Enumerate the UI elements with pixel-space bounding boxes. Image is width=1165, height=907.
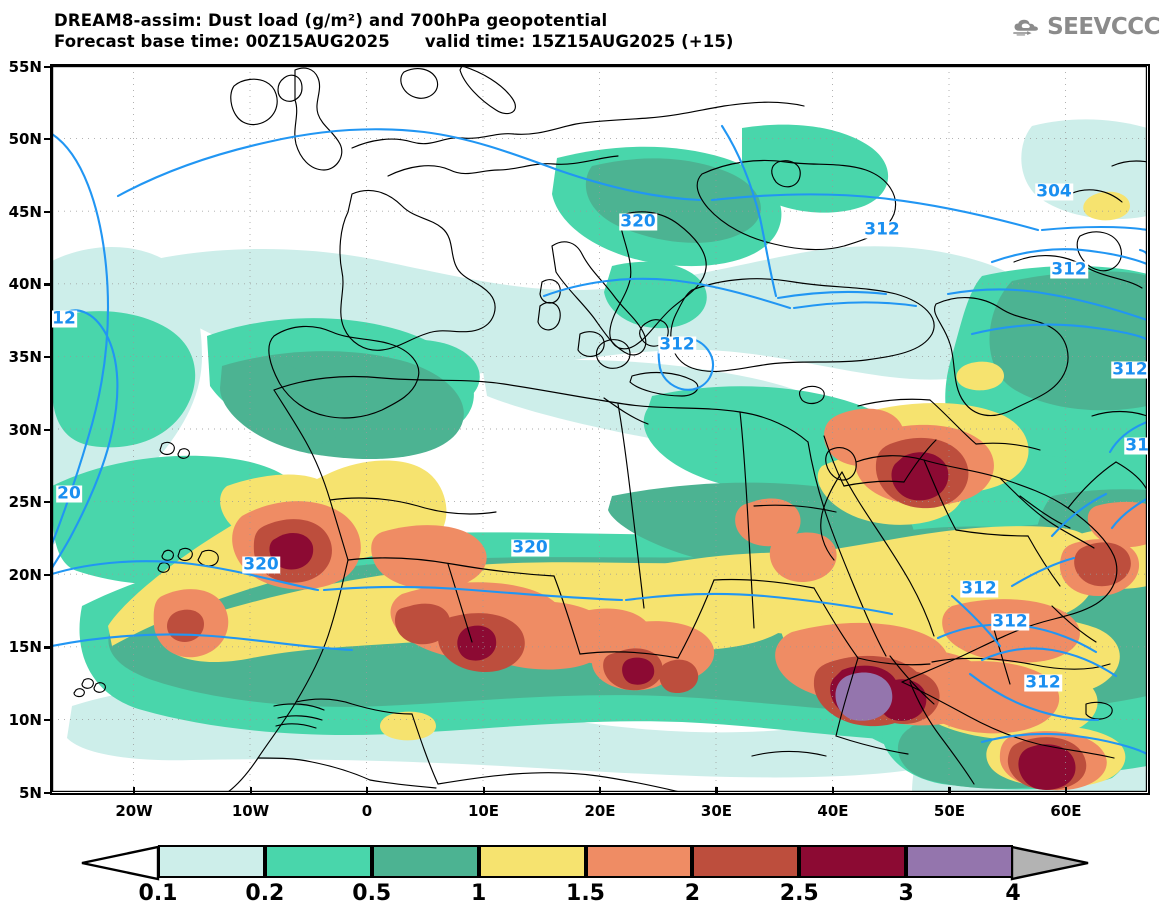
x-tick-mark bbox=[831, 787, 835, 795]
colorbar-segment bbox=[264, 845, 372, 878]
colorbar-segment bbox=[585, 845, 693, 878]
contour-label: 312 bbox=[960, 578, 998, 599]
colorbar-under-arrow bbox=[81, 845, 160, 881]
y-tick-mark bbox=[44, 210, 52, 214]
contour-label: 304 bbox=[1035, 181, 1073, 202]
contour-label: 312 bbox=[658, 334, 696, 355]
figure-title-block: DREAM8-assim: Dust load (g/m²) and 700hP… bbox=[54, 10, 734, 52]
y-tick-mark bbox=[44, 65, 52, 68]
contour-label: 20 bbox=[56, 483, 82, 504]
figure-title-line-2: Forecast base time: 00Z15AUG2025 valid t… bbox=[54, 32, 734, 51]
contour-label: 320 bbox=[619, 211, 657, 232]
y-tick-mark bbox=[44, 573, 52, 577]
colorbar-tick-label: 1.5 bbox=[566, 881, 605, 906]
colorbar-segment bbox=[799, 845, 907, 878]
x-tick-mark bbox=[1064, 787, 1068, 795]
y-tick-label: 20N bbox=[8, 565, 42, 584]
y-tick-label: 45N bbox=[8, 202, 42, 221]
x-tick-mark bbox=[133, 787, 136, 795]
x-tick-label: 0 bbox=[361, 802, 373, 820]
y-tick-label: 30N bbox=[8, 420, 42, 439]
contour-label: 312 bbox=[1050, 259, 1088, 280]
x-tick-label: 10W bbox=[231, 802, 270, 820]
y-tick-label: 10N bbox=[8, 710, 42, 729]
y-tick-label: 25N bbox=[8, 493, 42, 512]
contour-label: 312 bbox=[1111, 359, 1148, 380]
colorbar-tick-label: 0.2 bbox=[245, 881, 285, 906]
contour-label: 312 bbox=[991, 611, 1029, 632]
y-tick-mark bbox=[44, 355, 52, 359]
x-tick-mark bbox=[482, 787, 485, 795]
y-tick-mark bbox=[44, 501, 52, 504]
contour-label: 312 bbox=[863, 219, 901, 240]
y-tick-mark bbox=[44, 428, 52, 431]
contour-label: 320 bbox=[242, 554, 280, 575]
x-tick-label: 40E bbox=[817, 802, 849, 820]
colorbar-tick-label: 0.1 bbox=[138, 881, 178, 906]
colorbar-segment bbox=[158, 845, 265, 878]
colorbar: 0.1 0.2 0.5 1 1.5 2 2.5 3 4 bbox=[81, 845, 1089, 906]
x-tick-label: 20W bbox=[115, 802, 153, 820]
x-tick-mark bbox=[599, 787, 602, 795]
map-canvas bbox=[52, 66, 1147, 792]
colorbar-tick-label: 2 bbox=[684, 881, 701, 906]
logo-text: SEEVCCC bbox=[1047, 14, 1160, 40]
y-tick-mark bbox=[44, 718, 52, 722]
x-tick-label: 10E bbox=[467, 802, 500, 820]
contour-label: 12 bbox=[52, 308, 77, 329]
contour-label: 320 bbox=[511, 537, 549, 558]
y-tick-mark bbox=[44, 138, 52, 141]
map-coastlines bbox=[73, 66, 1147, 792]
dust-band-3 bbox=[835, 672, 893, 721]
colorbar-tick-label: 0.5 bbox=[352, 881, 392, 906]
x-tick-label: 60E bbox=[1050, 802, 1082, 820]
y-tick-label: 35N bbox=[8, 347, 42, 366]
colorbar-segment bbox=[692, 845, 800, 878]
y-tick-mark bbox=[44, 646, 52, 649]
cloud-wind-icon bbox=[1013, 19, 1038, 36]
figure-title-line-1: DREAM8-assim: Dust load (g/m²) and 700hP… bbox=[54, 11, 608, 30]
colorbar-segment bbox=[478, 845, 586, 878]
colorbar-tick-label: 4 bbox=[1005, 881, 1021, 906]
map-plot-area: 12 20 320 320 320 312 312 312 312 304 312 312 312 312 bbox=[50, 64, 1150, 795]
y-tick-label: 40N bbox=[8, 275, 42, 294]
y-tick-mark bbox=[44, 791, 52, 794]
y-tick-label: 5N bbox=[19, 783, 42, 802]
x-tick-label: 50E bbox=[933, 802, 966, 820]
y-tick-mark bbox=[44, 283, 52, 286]
y-tick-label: 50N bbox=[8, 130, 42, 149]
seevccc-logo: SEEVCCC bbox=[1012, 9, 1160, 45]
x-tick-label: 30E bbox=[700, 802, 733, 820]
y-tick-label: 55N bbox=[8, 57, 42, 76]
colorbar-tick-label: 3 bbox=[898, 881, 914, 906]
contour-label: 312 bbox=[1024, 672, 1062, 693]
x-tick-mark bbox=[249, 787, 252, 795]
colorbar-arrows bbox=[81, 845, 1089, 881]
x-tick-mark bbox=[366, 787, 369, 795]
colorbar-tick-label: 2.5 bbox=[779, 881, 819, 906]
colorbar-over-arrow bbox=[1010, 845, 1089, 881]
x-tick-mark bbox=[715, 787, 718, 795]
colorbar-segment bbox=[906, 845, 1013, 878]
x-tick-mark bbox=[948, 787, 951, 795]
colorbar-tick-label: 1 bbox=[470, 881, 487, 906]
colorbar-segment bbox=[371, 845, 479, 878]
contour-label: 312 bbox=[1124, 437, 1148, 455]
x-tick-label: 20E bbox=[584, 802, 616, 820]
y-tick-label: 15N bbox=[8, 638, 42, 657]
